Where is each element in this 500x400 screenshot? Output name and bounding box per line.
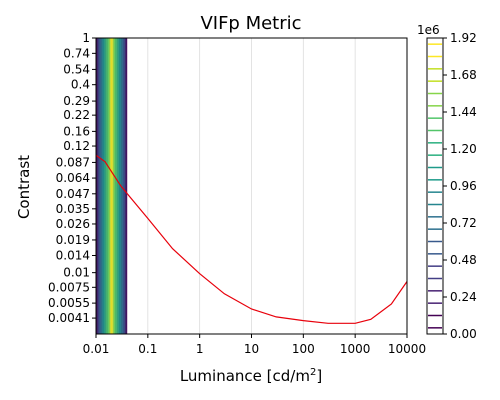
- y-tick-label: 1: [82, 31, 90, 45]
- colorbar-tick-label: 0.96: [450, 179, 477, 193]
- x-tick-label: 10000: [388, 342, 426, 356]
- colorbar-tick-label: 0.72: [450, 216, 477, 230]
- colorbar-tick-label: 1.20: [450, 142, 477, 156]
- contour-level-lines: [97, 38, 126, 334]
- colorbar-ticks: 0.00 0.24 0.48 0.72 0.96 1.20 1.44 1.68 1.92: [443, 31, 477, 341]
- colorbar: 1e6 0.00 0.24 0.48 0.72 0.96 1.20 1.44 1.68 1.92: [417, 23, 477, 341]
- threshold-line: [95, 154, 408, 324]
- y-tick-label: 0.16: [63, 124, 90, 138]
- y-tick-label: 0.0055: [48, 296, 90, 310]
- colorbar-tick-label: 0.24: [450, 290, 477, 304]
- y-tick-label: 0.54: [63, 62, 90, 76]
- colorbar-frame: [426, 37, 444, 335]
- colorbar-tick-label: 0.00: [450, 327, 477, 341]
- x-tick-label: 10: [244, 342, 259, 356]
- y-tick-label: 0.22: [63, 108, 90, 122]
- colorbar-tick-label: 1.92: [450, 31, 477, 45]
- y-axis-label: Contrast: [15, 155, 33, 219]
- y-tick-label: 0.01: [63, 266, 90, 280]
- y-tick-label: 0.12: [63, 139, 90, 153]
- y-axis-ticks: 10.74 0.54 0.4 0.290.22 0.160.12 0.087 0.064 0.…: [48, 31, 96, 325]
- y-tick-label: 0.035: [56, 202, 90, 216]
- contour-band: [96, 38, 128, 334]
- y-tick-label: 0.74: [63, 46, 90, 60]
- y-tick-label: 0.019: [56, 233, 90, 247]
- x-axis-label: Luminance [cd/m2]: [180, 367, 322, 385]
- y-tick-label: 0.087: [56, 155, 90, 169]
- y-tick-label: 0.026: [56, 217, 90, 231]
- x-tick-label: 0.1: [138, 342, 157, 356]
- y-tick-label: 0.014: [56, 249, 90, 263]
- colorbar-exponent-label: 1e6: [417, 23, 440, 37]
- colorbar-tick-label: 1.68: [450, 68, 477, 82]
- chart-title: VIFp Metric: [200, 13, 301, 34]
- x-axis-ticks: 0.01 0.1 1 10 100 1000 10000: [83, 334, 426, 356]
- y-tick-label: 0.0041: [48, 311, 90, 325]
- colorbar-tick-label: 0.48: [450, 253, 477, 267]
- y-tick-label: 0.047: [56, 187, 90, 201]
- x-tick-label: 100: [292, 342, 315, 356]
- x-tick-label: 0.01: [83, 342, 110, 356]
- x-tick-label: 1: [196, 342, 204, 356]
- y-tick-label: 0.4: [71, 78, 90, 92]
- plot-area: [95, 37, 408, 335]
- y-tick-label: 0.0075: [48, 280, 90, 294]
- colorbar-tick-label: 1.44: [450, 105, 477, 119]
- y-tick-label: 0.29: [63, 94, 90, 108]
- y-tick-label: 0.064: [56, 171, 90, 185]
- x-tick-label: 1000: [340, 342, 371, 356]
- colorbar-levels: [428, 43, 442, 329]
